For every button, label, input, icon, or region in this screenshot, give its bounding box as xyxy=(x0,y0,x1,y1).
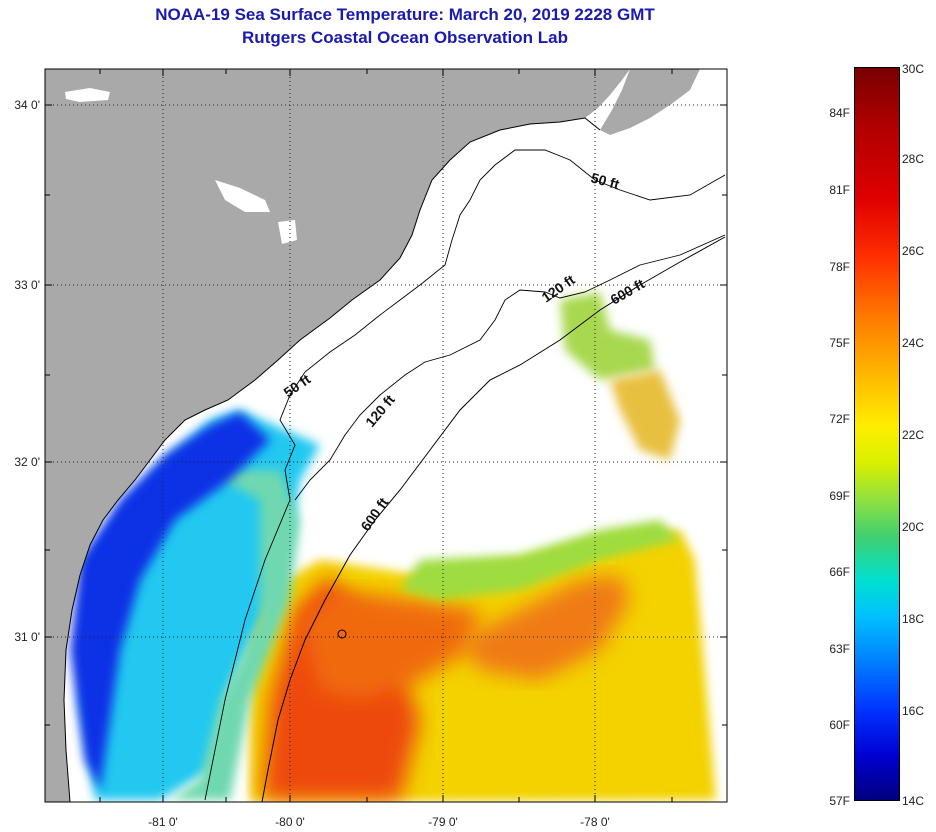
lat-label-34: 34 0' xyxy=(14,98,40,112)
lon-label-80: -80 0' xyxy=(275,815,305,829)
lon-label-78: -78 0' xyxy=(580,815,610,829)
axis-ticks xyxy=(45,69,727,802)
colorbar-c-18: 18C xyxy=(902,612,925,626)
isobath-50ft xyxy=(204,149,726,801)
colorbar-f-57: 57F xyxy=(829,794,850,808)
sst-swath xyxy=(70,292,716,802)
colorbar-f-78: 78F xyxy=(829,260,850,274)
plot-frame xyxy=(44,68,728,803)
colorbar-c-14: 14C xyxy=(902,794,925,808)
contour-label-50ft-north: 50 ft xyxy=(589,169,621,192)
colorbar-f-60: 60F xyxy=(829,718,850,732)
colorbar-f-72: 72F xyxy=(829,412,850,426)
colorbar-f-69: 69F xyxy=(829,489,850,503)
coastline xyxy=(63,117,601,802)
lon-label-81: -81 0' xyxy=(148,815,178,829)
temperature-colorbar xyxy=(854,67,900,801)
colorbar-f-63: 63F xyxy=(829,642,850,656)
colorbar-f-75: 75F xyxy=(829,336,850,350)
lat-label-31: 31 0' xyxy=(14,630,40,644)
lat-label-33: 33 0' xyxy=(14,278,40,292)
isobath-120ft xyxy=(294,234,726,501)
lat-label-32: 32 0' xyxy=(14,455,40,469)
colorbar-c-26: 26C xyxy=(902,244,925,258)
isobath-600ft xyxy=(261,236,726,802)
lon-label-79: -79 0' xyxy=(428,815,458,829)
map-subtitle: Rutgers Coastal Ocean Observation Lab xyxy=(242,28,568,47)
graticule xyxy=(45,69,727,802)
colorbar-c-30: 30C xyxy=(902,62,925,76)
colorbar-c-16: 16C xyxy=(902,704,925,718)
map-title: NOAA-19 Sea Surface Temperature: March 2… xyxy=(155,5,655,24)
colorbar-c-20: 20C xyxy=(902,520,925,534)
land-ne xyxy=(600,69,700,135)
colorbar-f-81: 81F xyxy=(829,183,850,197)
colorbar-f-84: 84F xyxy=(829,106,850,120)
land-mass xyxy=(45,69,630,802)
colorbar-c-28: 28C xyxy=(902,152,925,166)
colorbar-c-24: 24C xyxy=(902,336,925,350)
station-marker xyxy=(337,629,347,639)
colorbar-f-66: 66F xyxy=(829,565,850,579)
colorbar-c-22: 22C xyxy=(902,428,925,442)
